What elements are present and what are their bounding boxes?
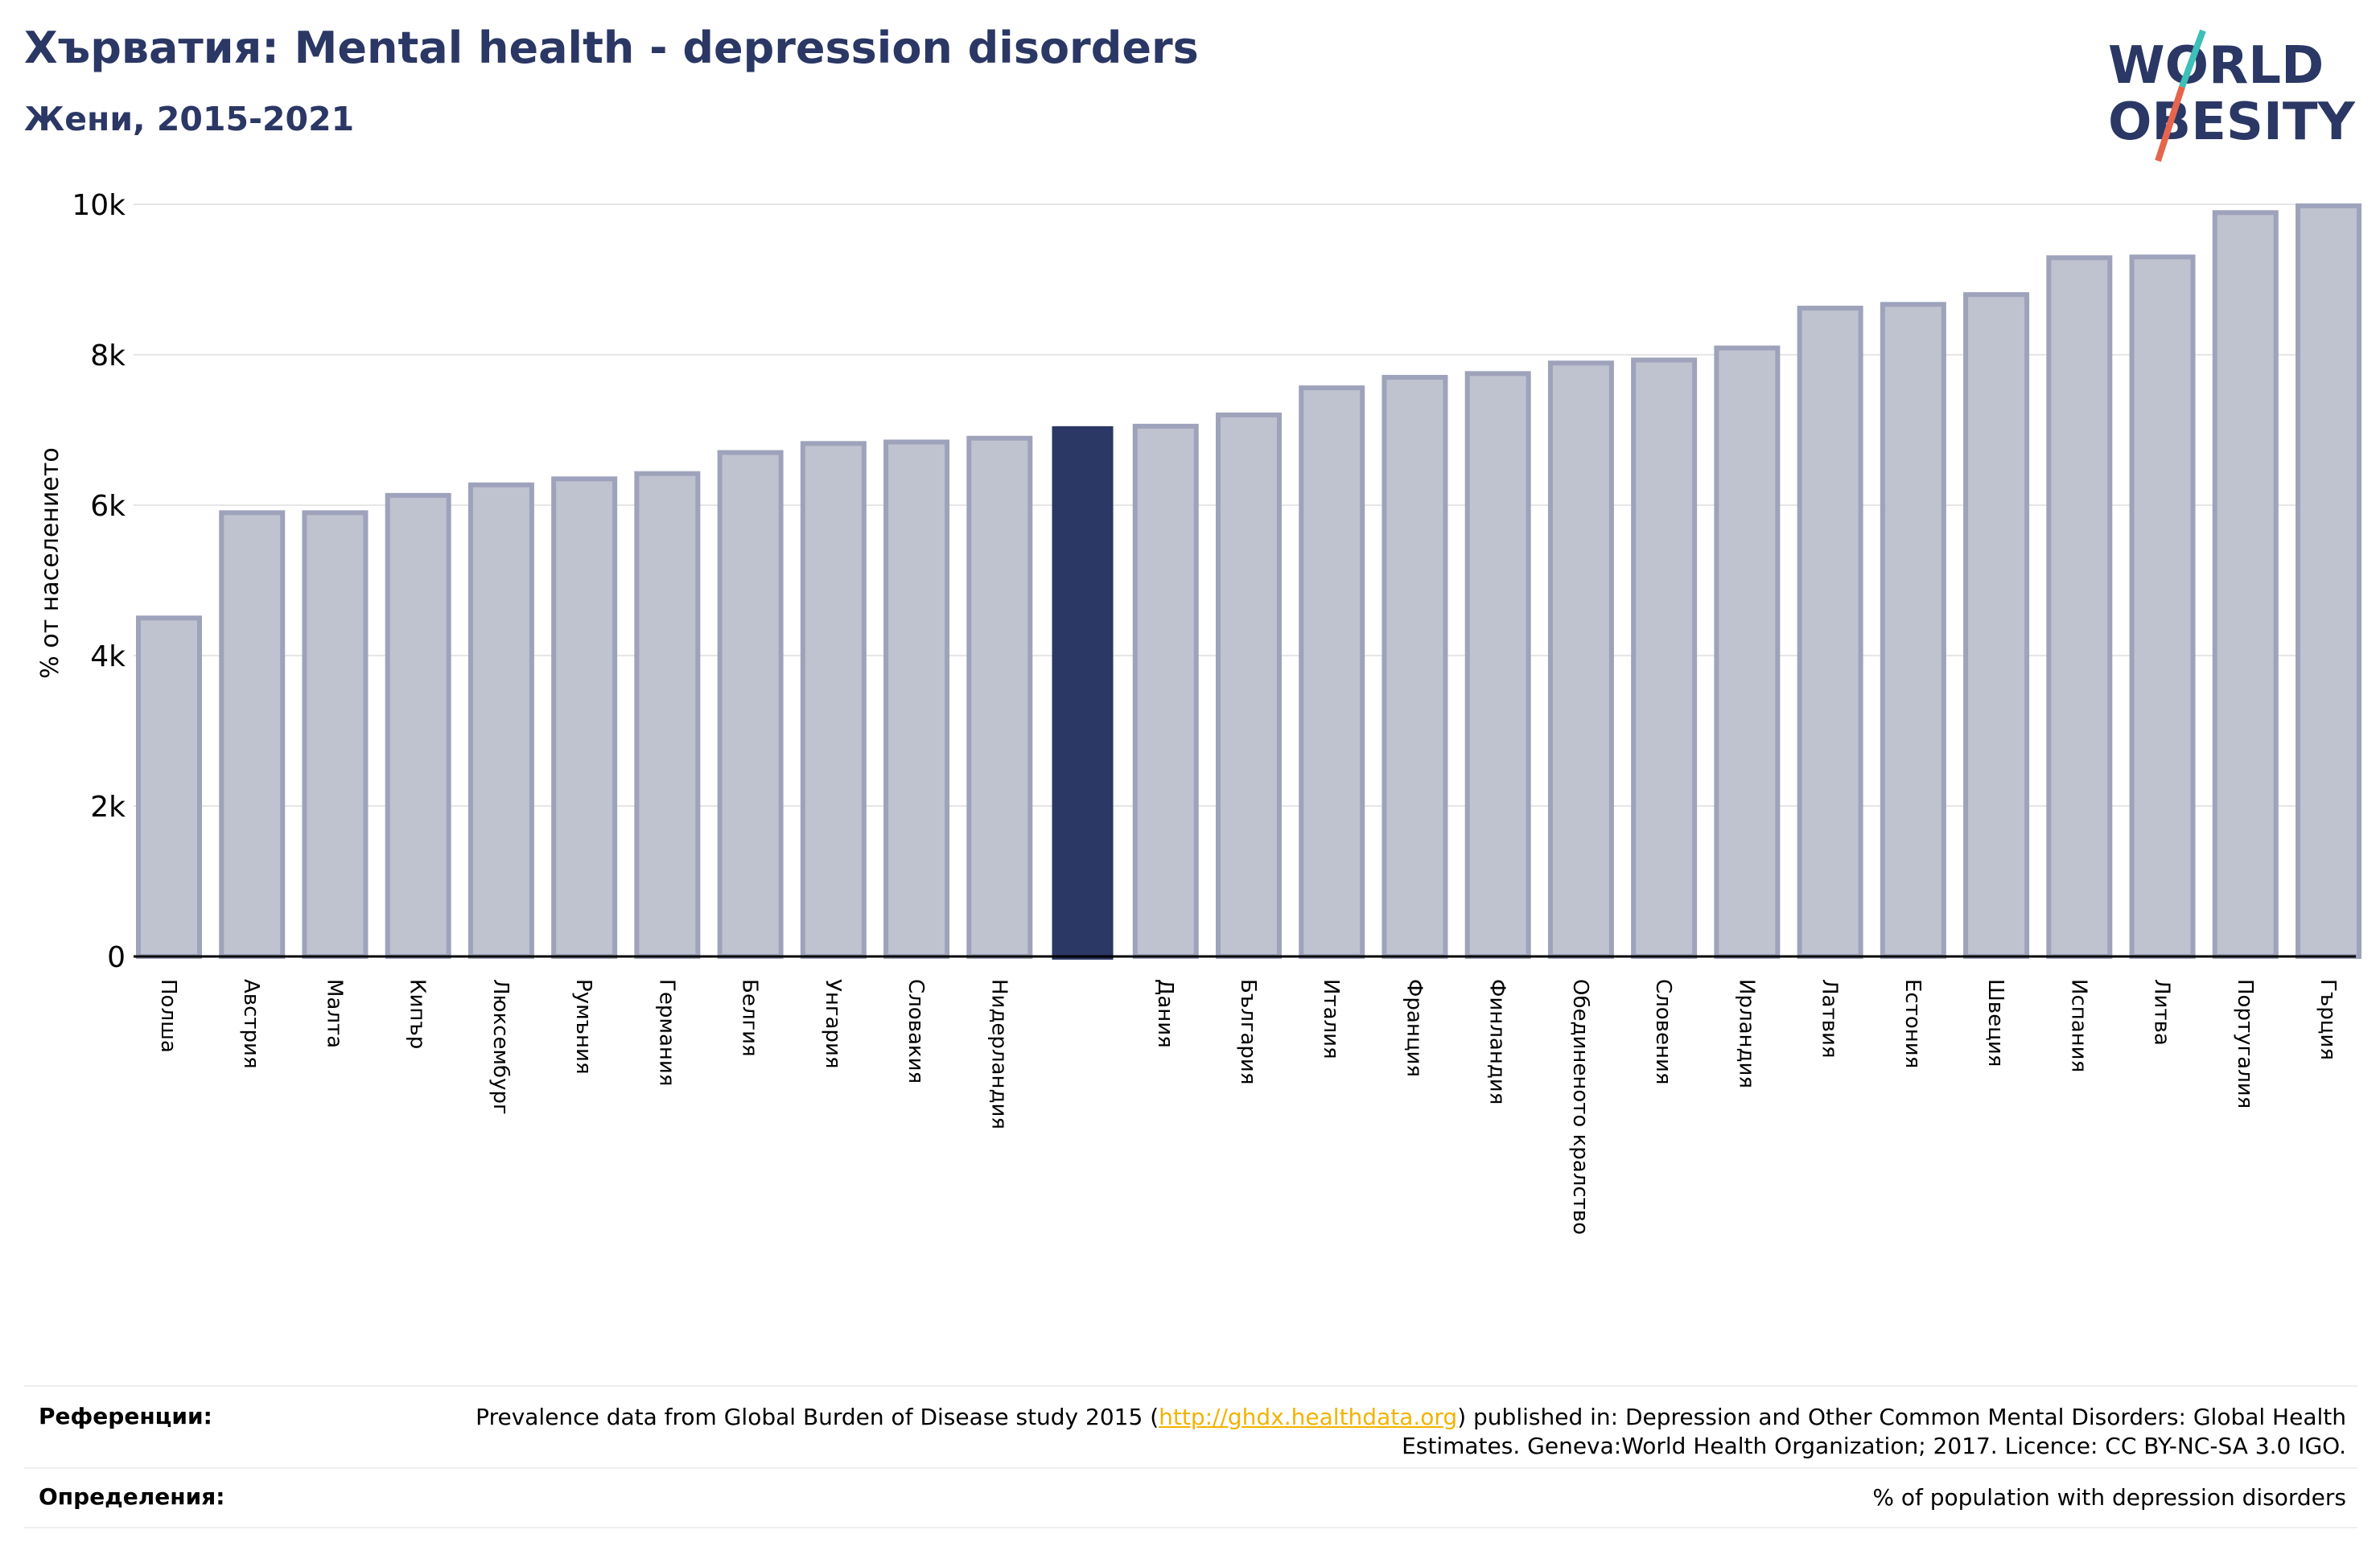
bar: [136, 615, 202, 959]
bar-chart: 0 2k 4k 6k 8k 10k % от населението Полша Австр…: [36, 189, 2361, 1235]
bar-highlight: [1052, 426, 1114, 960]
logo-text-obesity: OBESITY: [2108, 93, 2355, 152]
x-tick-label: Литва: [2150, 979, 2174, 1046]
x-tick-label: Португалия: [2233, 979, 2257, 1108]
bar: [2212, 210, 2279, 960]
x-tick-label: Италия: [1319, 979, 1343, 1059]
x-tick-label: Испания: [2066, 979, 2090, 1072]
definitions-text: % of population with depression disorder…: [1872, 1484, 2346, 1511]
bar: [1132, 423, 1199, 959]
bar: [1714, 345, 1781, 959]
bar: [634, 471, 701, 959]
chart-title: Хърватия: Mental health - depression dis…: [24, 23, 1199, 73]
bar: [2046, 255, 2113, 959]
x-tick-label: Ирландия: [1734, 979, 1758, 1088]
y-tick-label: 4k: [90, 640, 126, 673]
bar: [385, 492, 451, 959]
bar: [1216, 412, 1282, 959]
x-tick-label: Обединеното кралство: [1568, 979, 1592, 1235]
x-axis-tick-labels: Полша Австрия Малта Кипър Люксембург Румъния Г…: [156, 979, 2340, 1235]
bar: [1464, 371, 1531, 959]
x-tick-label: Естония: [1900, 979, 1925, 1068]
bars: [136, 203, 2361, 960]
x-tick-label: Румъния: [571, 979, 595, 1075]
y-tick-label: 6k: [90, 490, 126, 523]
logo-slash-red: [2155, 85, 2185, 162]
x-tick-label: Словакия: [904, 979, 928, 1084]
x-tick-label: Нидерландия: [986, 979, 1011, 1129]
definitions-row: Определения: % of population with depres…: [24, 1467, 2357, 1528]
references-label: Референции:: [39, 1403, 212, 1429]
x-tick-label: Австрия: [239, 979, 263, 1069]
y-axis-label: % от населението: [36, 447, 64, 678]
world-obesity-logo: WORLD OBESITY: [2108, 29, 2355, 162]
x-tick-label: Гърция: [2316, 979, 2340, 1060]
references-post: ) published in: Depression and Other Com…: [1402, 1404, 2346, 1459]
x-tick-label: Латвия: [1818, 979, 1842, 1059]
references-link[interactable]: http://ghdx.healthdata.org: [1159, 1404, 1458, 1430]
bar: [1880, 302, 1946, 960]
bar: [1381, 375, 1448, 959]
bar: [2296, 203, 2361, 959]
bar: [1631, 357, 1698, 960]
bar: [467, 482, 534, 959]
references-text: Prevalence data from Global Burden of Di…: [415, 1403, 2346, 1461]
x-tick-label: Франция: [1402, 979, 1426, 1077]
x-tick-label: Унгария: [821, 979, 845, 1068]
x-tick-label: Германия: [654, 979, 678, 1086]
definitions-label: Определения:: [39, 1483, 225, 1510]
x-tick-label: Люксембург: [488, 979, 513, 1115]
x-tick-label: Малта: [322, 979, 346, 1048]
x-tick-label: Кипър: [406, 979, 430, 1049]
x-tick-label: България: [1236, 979, 1260, 1084]
bar: [717, 450, 784, 959]
bar: [1299, 385, 1365, 959]
x-tick-label: Словения: [1651, 979, 1675, 1085]
bar: [1963, 292, 2030, 959]
bar: [800, 441, 867, 959]
x-tick-label: Швеция: [1983, 979, 2007, 1067]
bar: [219, 510, 286, 959]
x-tick-label: Дания: [1153, 979, 1177, 1048]
bar: [966, 435, 1033, 959]
bar: [302, 510, 369, 959]
bar: [1797, 306, 1863, 959]
y-tick-label: 10k: [72, 189, 126, 222]
x-tick-label: Полша: [156, 979, 180, 1053]
x-tick-label: Белгия: [738, 979, 762, 1057]
x-tick-label: Финландия: [1485, 979, 1509, 1104]
y-axis-tick-labels: 0 2k 4k 6k 8k 10k: [72, 189, 126, 974]
y-tick-label: 0: [107, 941, 126, 974]
y-tick-label: 8k: [90, 339, 126, 372]
logo-text-world: WORLD: [2108, 36, 2324, 96]
y-tick-label: 2k: [90, 791, 126, 824]
bar: [2129, 254, 2196, 959]
references-row: Референции: Prevalence data from Global …: [24, 1385, 2357, 1467]
bar: [1547, 360, 1614, 960]
references-pre: Prevalence data from Global Burden of Di…: [476, 1404, 1159, 1430]
bar: [883, 439, 950, 959]
chart-subtitle: Жени, 2015-2021: [24, 100, 355, 138]
bar: [551, 476, 618, 959]
logo-slash-teal: [2179, 29, 2206, 88]
